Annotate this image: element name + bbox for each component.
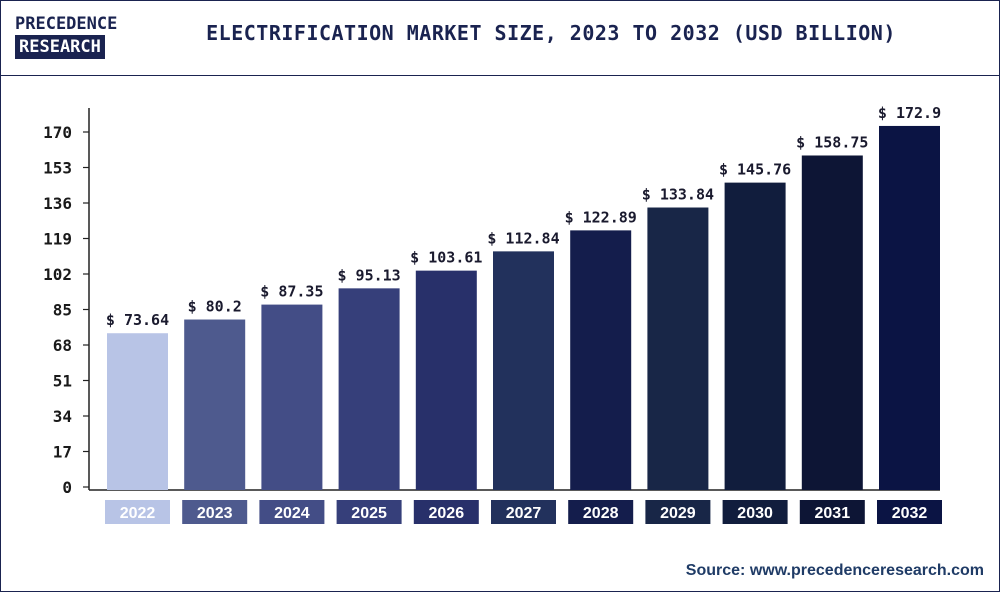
y-tick-label: 0 [62,478,72,497]
category-label-2026: 2026 [429,505,465,522]
category-box-2029 [645,500,711,524]
category-label-2031: 2031 [815,505,851,522]
category-box-2025 [336,500,402,524]
bar-2027 [493,251,554,490]
x-axis-categories: 2022 2023 2024 2025 2026 2027 2028 2029 2030 2031… [105,500,942,524]
category-label-2024: 2024 [274,505,310,522]
data-label-2024: $ 87.35 [260,283,323,301]
chart-title: ELECTRIFICATION MARKET SIZE, 2023 TO 203… [206,21,896,45]
category-box-2031 [799,500,865,524]
category-label-2022: 2022 [120,505,156,522]
header: PRECEDENCE RESEARCH ELECTRIFICATION MARK… [1,1,999,76]
data-label-2029: $ 133.84 [642,186,714,204]
data-label-2028: $ 122.89 [565,208,637,226]
bars [107,125,940,490]
category-label-2029: 2029 [660,505,696,522]
y-tick-label: 102 [43,265,72,284]
source-note: Source: www.precedenceresearch.com [685,562,984,579]
y-tick-label: 153 [43,159,72,178]
logo: PRECEDENCE RESEARCH [15,13,119,59]
category-label-2032: 2032 [892,505,928,522]
data-label-2026: $ 103.61 [410,249,482,267]
category-box-2023 [182,500,248,524]
category-label-2023: 2023 [197,505,233,522]
bar-2032 [879,125,940,490]
y-tick-label: 170 [43,123,72,142]
y-tick-label: 85 [53,301,72,320]
bar-2025 [338,288,400,490]
y-tick-label: 136 [43,194,72,213]
y-tick-label: 51 [53,372,72,391]
category-label-2025: 2025 [351,505,387,522]
bar-2023 [184,319,246,490]
data-label-2031: $ 158.75 [796,133,868,151]
data-label-2023: $ 80.2 [188,298,242,316]
category-box-2024 [259,500,325,524]
bar-2031 [801,155,863,490]
y-tick-label: 68 [53,336,72,355]
data-labels: $ 73.64 $ 80.2 $ 87.35 $ 95.13 $ 103.61 $ 112… [106,104,941,329]
category-box-2027 [491,500,556,524]
bar-2029 [647,207,709,490]
y-tick-label: 34 [53,407,72,426]
bar-2030 [724,182,786,490]
data-label-2032: $ 172.9 [878,104,941,122]
bar-2026 [415,270,477,490]
bar-2024 [261,304,323,490]
data-label-2030: $ 145.76 [719,161,791,179]
category-box-2026 [413,500,479,524]
category-label-2027: 2027 [506,505,542,522]
data-label-2025: $ 95.13 [337,266,400,284]
bar-2028 [570,230,632,490]
y-tick-label: 119 [43,230,72,249]
bar-2022 [107,333,168,490]
category-box-2030 [722,500,788,524]
category-label-2028: 2028 [583,505,619,522]
y-tick-label: 17 [53,443,72,462]
data-label-2022: $ 73.64 [106,311,169,329]
category-label-2030: 2030 [737,505,773,522]
category-box-2028 [568,500,634,524]
category-box-2032 [877,500,942,524]
data-label-2027: $ 112.84 [487,229,559,247]
logo-line2: RESEARCH [15,35,105,59]
logo-line1: PRECEDENCE [15,14,118,34]
category-box-2022 [105,500,170,524]
